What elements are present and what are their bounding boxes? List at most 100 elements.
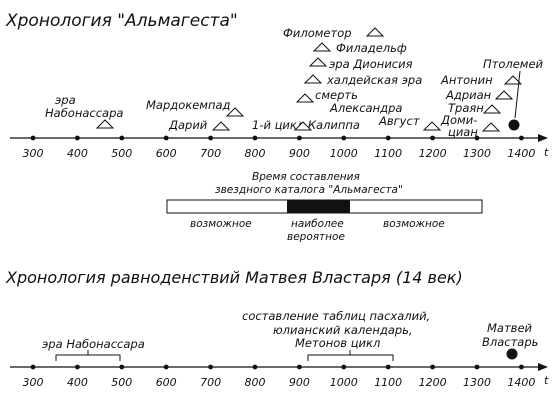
bottom-tick-dot-1400 xyxy=(519,364,524,370)
bottom-tables-line3: Метонов цикл xyxy=(295,336,381,350)
bottom-tick-label-600: 600 xyxy=(156,376,177,389)
top-tick-dot-300 xyxy=(30,135,36,141)
catalog-bar: Время составления звездного каталога "Ал… xyxy=(166,171,483,243)
top-tick-dot-1400 xyxy=(519,135,524,141)
bottom-tick-dot-500 xyxy=(119,364,125,370)
triangle-philadelphus xyxy=(312,42,332,52)
bottom-vlastar-line2: Властарь xyxy=(482,335,538,349)
top-tick-dot-400 xyxy=(75,135,80,141)
bottom-tick-dot-1200 xyxy=(430,364,435,370)
bottom-tick-dot-1300 xyxy=(474,364,480,370)
bottom-axis: t xyxy=(10,363,549,387)
bottom-tick-label-900: 900 xyxy=(289,376,310,389)
top-tick-dot-900 xyxy=(297,135,302,141)
bottom-axis-letter: t xyxy=(544,374,549,387)
bottom-vlastar-line1: Матвей xyxy=(487,321,533,335)
top-tick-label-700: 700 xyxy=(200,147,221,160)
top-tick-dot-800 xyxy=(252,135,258,141)
top-tick-label-1100: 1100 xyxy=(374,147,402,160)
bottom-tick-dot-1100 xyxy=(385,364,391,370)
catalog-caption-line2: звездного каталога "Альмагеста" xyxy=(215,184,403,196)
event-death-alexander-line1: смерть xyxy=(315,88,358,102)
triangle-antoninus xyxy=(503,75,523,85)
triangle-darius xyxy=(211,121,231,131)
event-hadrian: Адриан xyxy=(445,88,492,102)
triangle-hadrian xyxy=(494,90,514,100)
bottom-tick-label-1300: 1300 xyxy=(463,376,491,389)
top-axis-letter: t xyxy=(544,146,549,159)
triangle-first-cycle-callippus xyxy=(293,121,313,131)
triangle-augustus xyxy=(422,121,442,131)
bottom-tick-label-700: 700 xyxy=(200,376,221,389)
event-era-nabonassar-line2: Набонассара xyxy=(45,106,123,120)
top-title: Хронология "Альмагеста" xyxy=(5,11,238,31)
bottom-tick-dot-1000 xyxy=(341,364,347,370)
ptolemy-dot xyxy=(508,119,520,131)
top-tick-label-500: 500 xyxy=(111,147,132,160)
bottom-tick-label-800: 800 xyxy=(245,376,266,389)
event-chaldean-era: халдейская эра xyxy=(326,73,422,87)
event-domitian-line2: циан xyxy=(448,125,478,139)
catalog-most-likely-line2: вероятное xyxy=(287,231,345,243)
top-tick-label-600: 600 xyxy=(156,147,177,160)
triangle-philometor xyxy=(365,27,385,37)
brace-tables xyxy=(307,350,394,361)
bottom-tick-label-1200: 1200 xyxy=(419,376,447,389)
bottom-tick-label-1400: 1400 xyxy=(507,376,535,389)
triangle-chaldean-era xyxy=(303,74,323,84)
bottom-axis-ticks: 300 400 500 600 700 800 900 1000 1100 1200 1300 140… xyxy=(23,364,535,389)
bottom-tick-dot-600 xyxy=(163,364,169,370)
top-tick-dot-600 xyxy=(163,135,169,141)
event-era-dionysius: эра Дионисия xyxy=(329,57,413,71)
ptolemy-pointer xyxy=(514,70,521,119)
catalog-possible-right: возможное xyxy=(383,218,445,230)
event-domitian-line1: Доми- xyxy=(440,113,477,127)
catalog-possible-left: возможное xyxy=(190,218,252,230)
event-augustus: Август xyxy=(378,114,420,128)
brace-era-nabonassar xyxy=(55,350,121,361)
bottom-title: Хронология равноденствий Матвея Властаря… xyxy=(5,268,463,287)
bottom-tick-label-400: 400 xyxy=(67,376,88,389)
top-tick-dot-1300 xyxy=(474,135,480,141)
bottom-tick-dot-700 xyxy=(208,364,214,370)
triangle-domitian xyxy=(481,122,501,132)
event-trajan: Траян xyxy=(448,101,484,115)
top-tick-label-800: 800 xyxy=(245,147,266,160)
top-tick-dot-1200 xyxy=(430,135,435,141)
event-philadelphus: Филадельф xyxy=(336,41,407,55)
event-ptolemy: Птолемей xyxy=(483,57,544,71)
catalog-bar-most-likely xyxy=(287,200,350,213)
top-tick-label-900: 900 xyxy=(289,147,310,160)
top-tick-label-1400: 1400 xyxy=(507,147,535,160)
bottom-tick-dot-300 xyxy=(30,364,36,370)
triangle-mardokempad xyxy=(225,107,245,117)
top-axis-ticks: 300 400 500 600 700 800 900 1000 1100 1200 1300 140… xyxy=(23,135,535,160)
top-tick-dot-1000 xyxy=(341,135,347,141)
bottom-tick-dot-800 xyxy=(252,364,258,370)
vlastar-dot xyxy=(506,348,518,360)
top-tick-label-300: 300 xyxy=(23,147,44,160)
top-tick-dot-1100 xyxy=(385,135,391,141)
bottom-tick-dot-900 xyxy=(297,364,302,370)
bottom-tick-dot-400 xyxy=(75,364,80,370)
top-tick-label-400: 400 xyxy=(67,147,88,160)
catalog-most-likely-line1: наиболее xyxy=(291,218,344,230)
top-axis-arrow xyxy=(538,134,548,142)
bottom-tables-line2: юлианский календарь, xyxy=(273,323,413,337)
top-tick-label-1300: 1300 xyxy=(463,147,491,160)
event-darius: Дарий xyxy=(168,118,208,132)
triangle-era-dionysius xyxy=(308,57,328,67)
event-era-nabonassar-line1: эра xyxy=(55,93,76,107)
top-axis: t xyxy=(10,134,549,159)
bottom-tick-label-300: 300 xyxy=(23,376,44,389)
event-death-alexander-line2: Александра xyxy=(329,101,402,115)
bottom-events: эра Набонассара составление таблиц пасха… xyxy=(42,309,538,361)
triangle-trajan xyxy=(482,104,502,114)
top-events: эра Набонассара Мардокемпад Дарий 1-й ци… xyxy=(45,26,544,139)
triangle-era-nabonassar xyxy=(95,119,115,129)
top-tick-dot-700 xyxy=(208,135,214,141)
bottom-era-nabonassar: эра Набонассара xyxy=(42,337,145,351)
event-mardokempad: Мардокемпад xyxy=(146,98,231,112)
top-tick-label-1000: 1000 xyxy=(330,147,358,160)
